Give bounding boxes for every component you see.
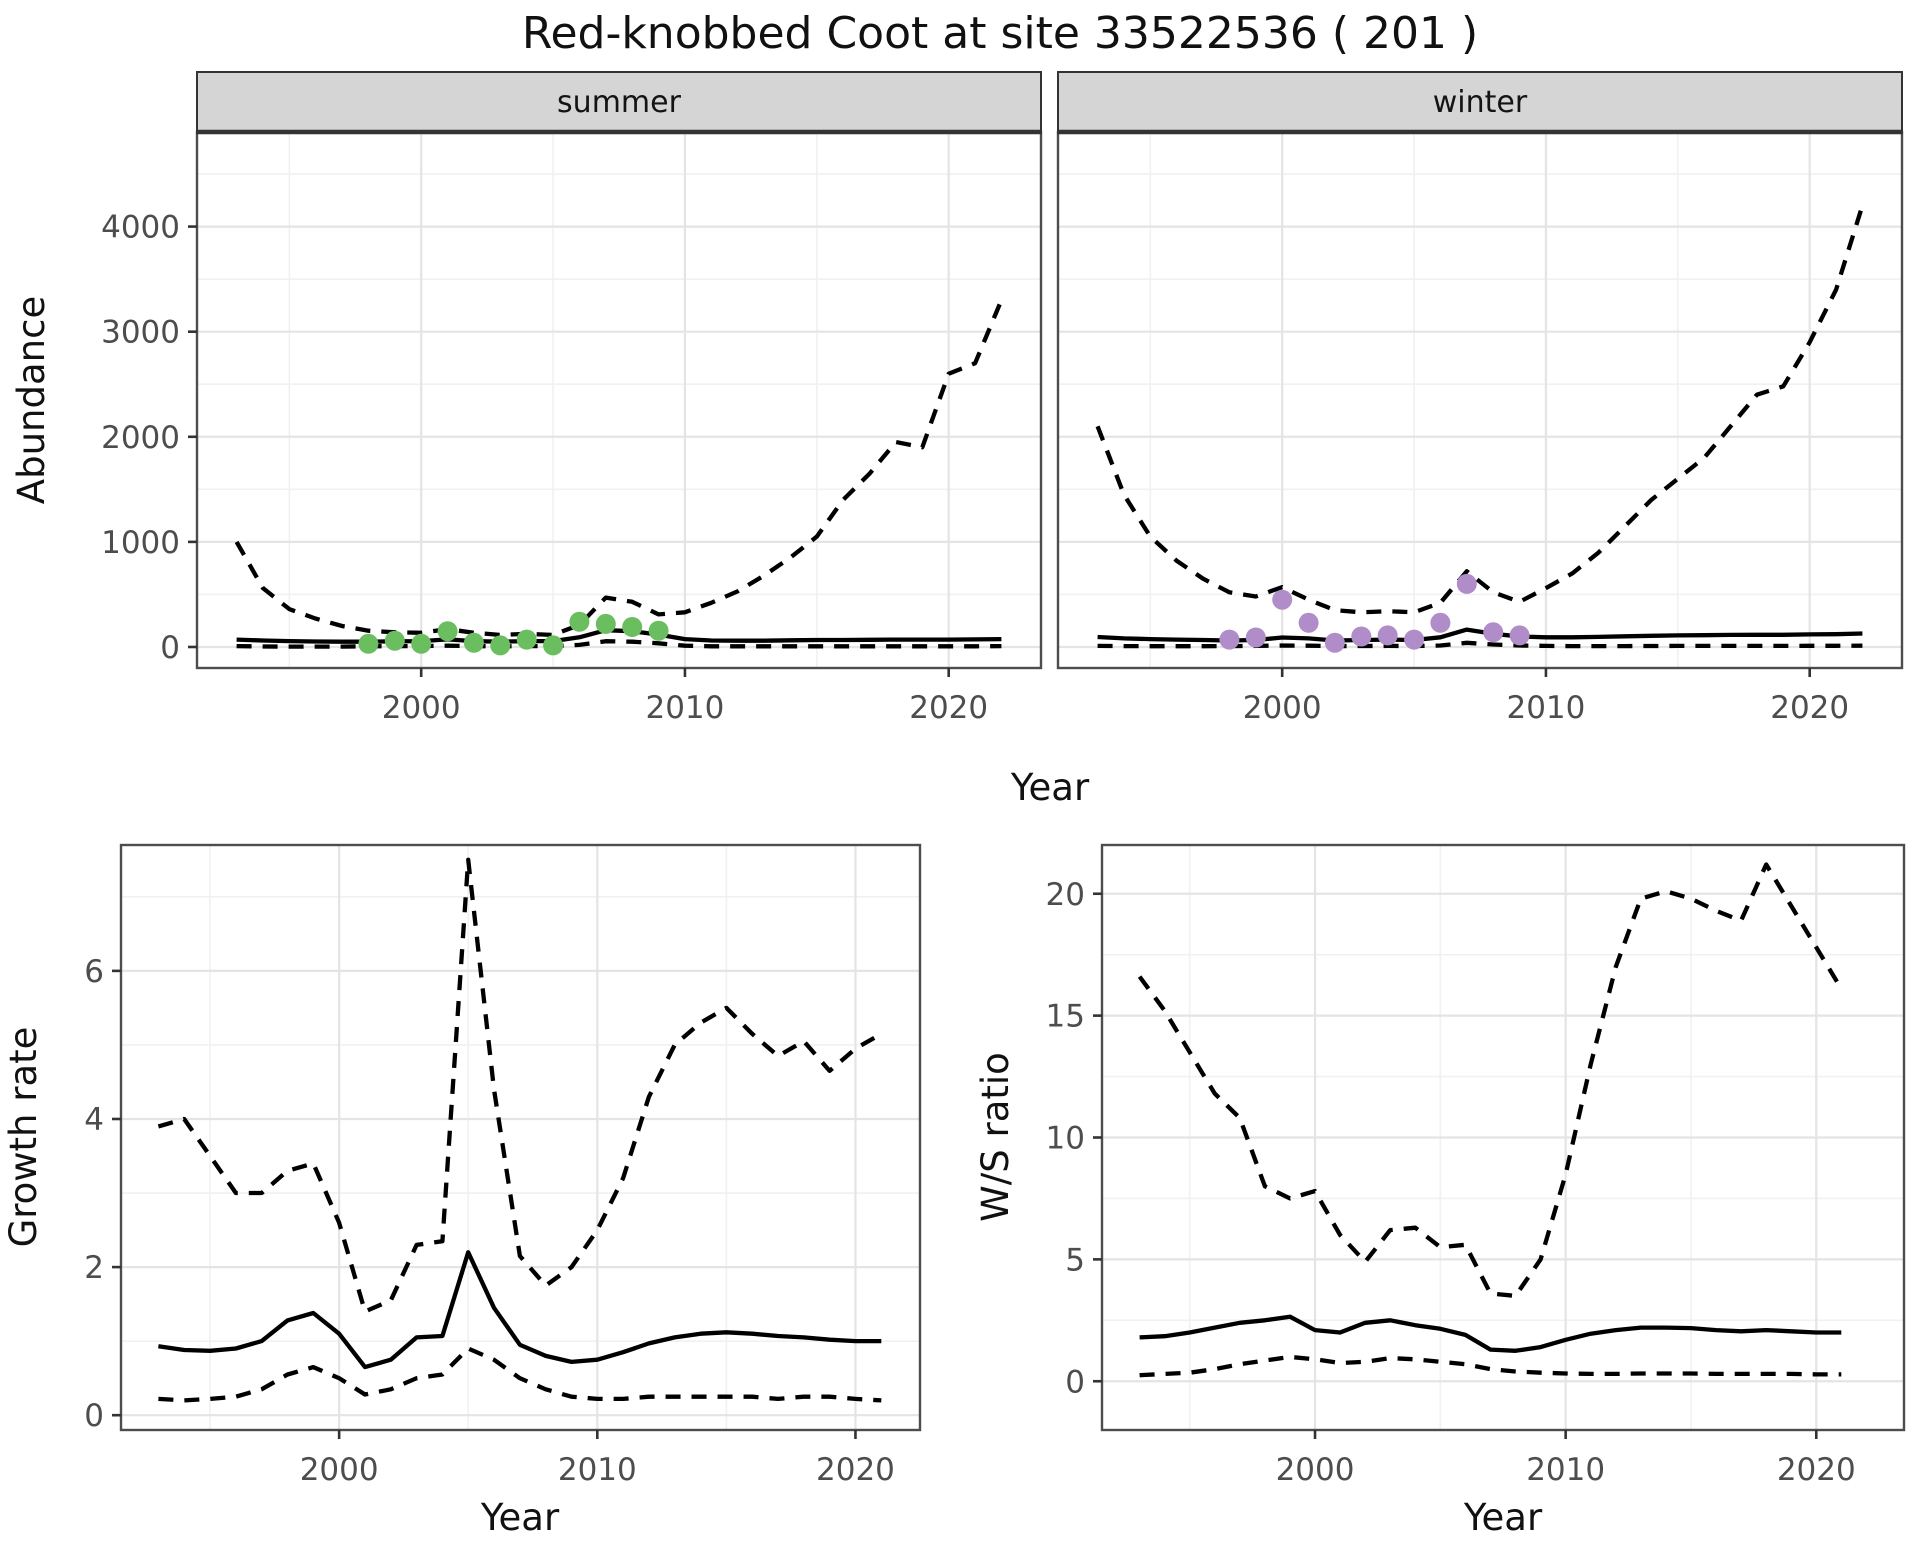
- data-point: [1245, 627, 1266, 648]
- y-tick-label: 15: [1046, 999, 1085, 1035]
- series-median: [158, 1250, 882, 1370]
- facet-strip: [196, 71, 1042, 133]
- x-tick-label: 2000: [1276, 1452, 1355, 1488]
- y-axis-title: Growth rate: [2, 1027, 45, 1248]
- series-upper_ci: [1137, 862, 1844, 1299]
- data-point: [1483, 622, 1504, 643]
- series-upper_ci: [1095, 204, 1865, 615]
- x-tick-label: 2020: [1777, 1452, 1856, 1488]
- y-tick-label: 3000: [101, 315, 180, 351]
- x-tick-label: 2020: [816, 1452, 895, 1488]
- data-point: [358, 633, 379, 654]
- data-point: [516, 629, 537, 650]
- x-tick-label: 2010: [1526, 1452, 1605, 1488]
- series-lower_ci: [1139, 1354, 1842, 1378]
- data-point: [411, 633, 432, 654]
- x-axis-title: Year: [1463, 1496, 1543, 1539]
- series-lower_ci: [158, 1346, 882, 1403]
- facet-strip-label: winter: [1433, 85, 1528, 120]
- data-point: [1351, 626, 1372, 647]
- y-tick-label: 0: [1065, 1364, 1085, 1400]
- data-point: [1272, 589, 1293, 610]
- y-tick-label: 0: [160, 630, 180, 666]
- data-point: [569, 611, 590, 632]
- x-tick-label: 2010: [1506, 690, 1585, 726]
- gridlines: [197, 132, 1041, 668]
- facet-strip-label: summer: [557, 85, 682, 120]
- series-lower_ci: [236, 639, 1002, 649]
- y-axis-title: W/S ratio: [974, 1052, 1017, 1222]
- panel-abundance_summer: summer 2000 2010 2020 0 1000 2000 3000 4000 Abund…: [10, 71, 1090, 809]
- data-point: [543, 635, 564, 656]
- data-point: [384, 630, 405, 651]
- data-point: [595, 613, 616, 634]
- panel-background: [1058, 132, 1902, 668]
- data-point: [1404, 629, 1425, 650]
- y-tick-label: 10: [1046, 1121, 1085, 1157]
- y-tick-label: 1000: [101, 525, 180, 561]
- x-tick-label: 2000: [300, 1452, 379, 1488]
- y-tick-label: 20: [1046, 877, 1085, 913]
- y-axis-title: Abundance: [10, 296, 53, 504]
- x-tick-label: 2020: [909, 690, 988, 726]
- gridlines: [1102, 845, 1904, 1430]
- y-tick-label: 6: [84, 954, 104, 990]
- y-tick-label: 5: [1065, 1242, 1085, 1278]
- facet-strip: [1057, 71, 1903, 133]
- x-axis-title: Year: [480, 1496, 560, 1539]
- data-point: [648, 620, 669, 641]
- y-tick-label: 0: [84, 1398, 104, 1434]
- observation-points: [358, 611, 669, 656]
- x-tick-label: 2000: [1243, 690, 1322, 726]
- data-point: [1430, 612, 1451, 633]
- y-tick-label: 4000: [101, 210, 180, 246]
- panel-growth_rate: 2000 2010 2020 0 2 4 6 Growth rate Year: [2, 843, 922, 1539]
- x-axis-title: Year: [1010, 766, 1090, 809]
- data-point: [1324, 632, 1345, 653]
- y-tick-label: 4: [84, 1102, 104, 1138]
- series-upper_ci: [234, 299, 1004, 638]
- panel-ws_ratio: 2000 2010 2020 0 5 10 15 20 W/S ratio Year: [974, 843, 1906, 1539]
- data-point: [490, 635, 511, 656]
- data-point: [1377, 625, 1398, 646]
- series-lower_ci: [1097, 640, 1863, 649]
- y-tick-label: 2: [84, 1250, 104, 1286]
- data-point: [437, 621, 458, 642]
- panel-border: [119, 843, 922, 1432]
- panel-background: [197, 132, 1041, 668]
- data-point: [1509, 625, 1530, 646]
- observation-points: [1219, 573, 1530, 653]
- data-point: [1219, 629, 1240, 650]
- data-point: [1456, 573, 1477, 594]
- series-median: [1139, 1314, 1842, 1353]
- x-tick-label: 2010: [558, 1452, 637, 1488]
- panel-abundance_winter: winter 2000 2010 2020: [1056, 71, 1904, 726]
- y-tick-label: 2000: [101, 420, 180, 456]
- data-point: [463, 632, 484, 653]
- panel-background: [121, 845, 920, 1430]
- x-tick-label: 2000: [382, 690, 461, 726]
- chart-title: Red-knobbed Coot at site 33522536 ( 201 …: [521, 8, 1479, 59]
- data-point: [1298, 612, 1319, 633]
- data-point: [622, 617, 643, 637]
- x-tick-label: 2010: [645, 690, 724, 726]
- x-tick-label: 2020: [1770, 690, 1849, 726]
- series-upper_ci: [157, 857, 883, 1314]
